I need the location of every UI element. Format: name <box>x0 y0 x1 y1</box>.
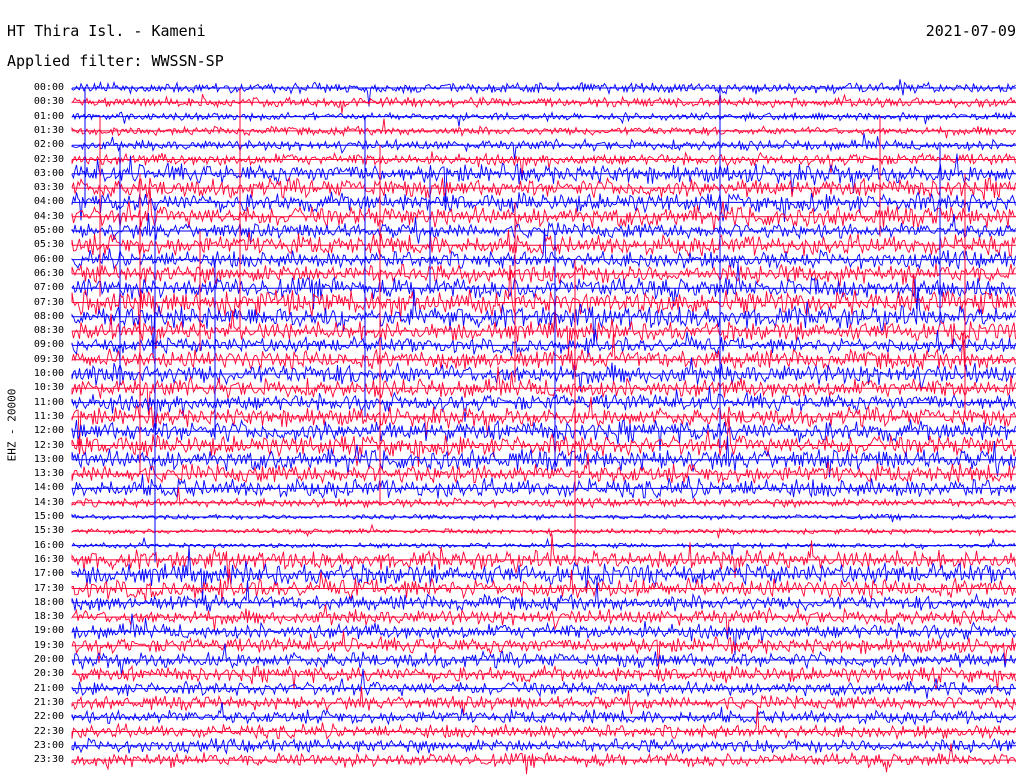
hour-label: 11:30 <box>33 410 64 422</box>
hour-label: 22:00 <box>33 711 64 723</box>
hour-label: 13:00 <box>33 453 64 465</box>
hour-label: 09:00 <box>33 339 64 351</box>
hour-label: 23:00 <box>33 739 64 751</box>
trace-row <box>71 329 1016 357</box>
hour-label: 10:30 <box>33 382 64 394</box>
station-title: HT Thira Isl. - Kameni <box>7 22 206 40</box>
hour-label: 18:30 <box>33 611 64 623</box>
trace-row <box>71 613 1016 656</box>
hour-label: 19:00 <box>33 625 64 637</box>
hour-label: 07:30 <box>33 296 64 308</box>
trace-row <box>71 630 1016 670</box>
hour-label: 01:30 <box>33 124 64 136</box>
trace-row <box>71 415 1016 467</box>
trace-row <box>71 212 1016 245</box>
trace-row <box>71 668 1016 699</box>
trace-row <box>71 546 1016 601</box>
hour-label: 04:30 <box>33 210 64 222</box>
trace-row <box>71 386 1016 430</box>
trace-row <box>71 513 1016 523</box>
hour-label: 19:30 <box>33 639 64 651</box>
trace-row <box>71 305 1016 356</box>
trace-row <box>71 118 1016 139</box>
trace-row <box>71 701 1016 726</box>
trace-row <box>71 332 1016 372</box>
hour-label: 14:30 <box>33 496 64 508</box>
hour-label: 07:00 <box>33 282 64 294</box>
trace-row <box>71 263 1016 287</box>
trace-row <box>71 396 1016 446</box>
trace-row <box>71 151 1016 179</box>
hour-label: 11:00 <box>33 396 64 408</box>
hour-label: 14:00 <box>33 482 64 494</box>
hour-label: 06:30 <box>33 267 64 279</box>
hour-label: 21:30 <box>33 696 64 708</box>
trace-row <box>71 435 1016 478</box>
filter-label: Applied filter: WWSSN-SP <box>7 52 224 70</box>
trace-row <box>71 357 1016 392</box>
hour-label: 05:00 <box>33 225 64 236</box>
trace-row <box>71 286 1016 358</box>
hour-label: 22:30 <box>33 725 64 737</box>
trace-row <box>71 453 1016 485</box>
hour-label: 20:00 <box>33 654 64 665</box>
hour-label: 03:00 <box>33 167 64 179</box>
hour-label: 20:30 <box>33 668 64 680</box>
hour-label: 01:00 <box>33 110 64 122</box>
hour-label: 17:30 <box>33 582 64 594</box>
trace-row <box>71 706 1016 741</box>
hour-label: 16:00 <box>33 539 64 551</box>
trace-row <box>71 176 1016 201</box>
trace-row <box>71 737 1016 755</box>
hour-labels: 00:00 00:30 01:00 01:30 02:00 02:30 03:00 03:30… <box>0 0 70 780</box>
trace-row <box>71 643 1016 676</box>
trace-row <box>71 133 1016 160</box>
trace-row <box>71 523 1016 539</box>
hour-label: 00:30 <box>33 96 64 108</box>
trace-row <box>71 228 1016 270</box>
trace-row <box>71 186 1016 232</box>
hour-label: 10:00 <box>33 368 64 379</box>
hour-label: 02:30 <box>33 153 64 165</box>
hour-label: 17:00 <box>33 568 64 580</box>
hour-label: 09:30 <box>33 353 64 365</box>
hour-label: 03:30 <box>33 182 64 194</box>
hour-label: 12:30 <box>33 439 64 451</box>
hour-label: 08:30 <box>33 325 64 337</box>
trace-row <box>71 604 1016 640</box>
hour-label: 18:00 <box>33 596 64 608</box>
hour-label: 02:00 <box>33 139 64 151</box>
hour-label: 23:30 <box>33 754 64 766</box>
hour-label: 08:00 <box>33 310 64 322</box>
hour-label: 00:00 <box>33 82 64 93</box>
hour-label: 16:30 <box>33 553 64 565</box>
hour-label: 21:00 <box>33 682 64 694</box>
hour-label: 06:00 <box>33 253 64 265</box>
date-label: 2021-07-09 <box>925 22 1016 40</box>
hour-label: 15:00 <box>33 511 64 522</box>
trace-row <box>71 686 1016 715</box>
trace-row <box>71 537 1016 556</box>
trace-row <box>71 743 1016 775</box>
trace-row <box>71 418 1016 451</box>
hour-label: 15:30 <box>33 525 64 537</box>
hour-label: 12:00 <box>33 425 64 437</box>
trace-row <box>71 568 1016 603</box>
hour-label: 04:00 <box>33 196 64 208</box>
trace-row <box>71 191 1016 223</box>
trace-row <box>71 153 1016 203</box>
trace-row <box>71 487 1016 509</box>
trace-row <box>71 93 1016 114</box>
trace-row <box>71 664 1016 691</box>
hour-label: 13:30 <box>33 468 64 480</box>
trace-row <box>71 474 1016 500</box>
trace-row <box>71 110 1016 127</box>
trace-row <box>71 263 1016 310</box>
trace-row <box>71 79 1016 107</box>
hour-label: 05:30 <box>33 239 64 251</box>
trace-row <box>71 580 1016 613</box>
trace-row <box>71 264 1016 335</box>
